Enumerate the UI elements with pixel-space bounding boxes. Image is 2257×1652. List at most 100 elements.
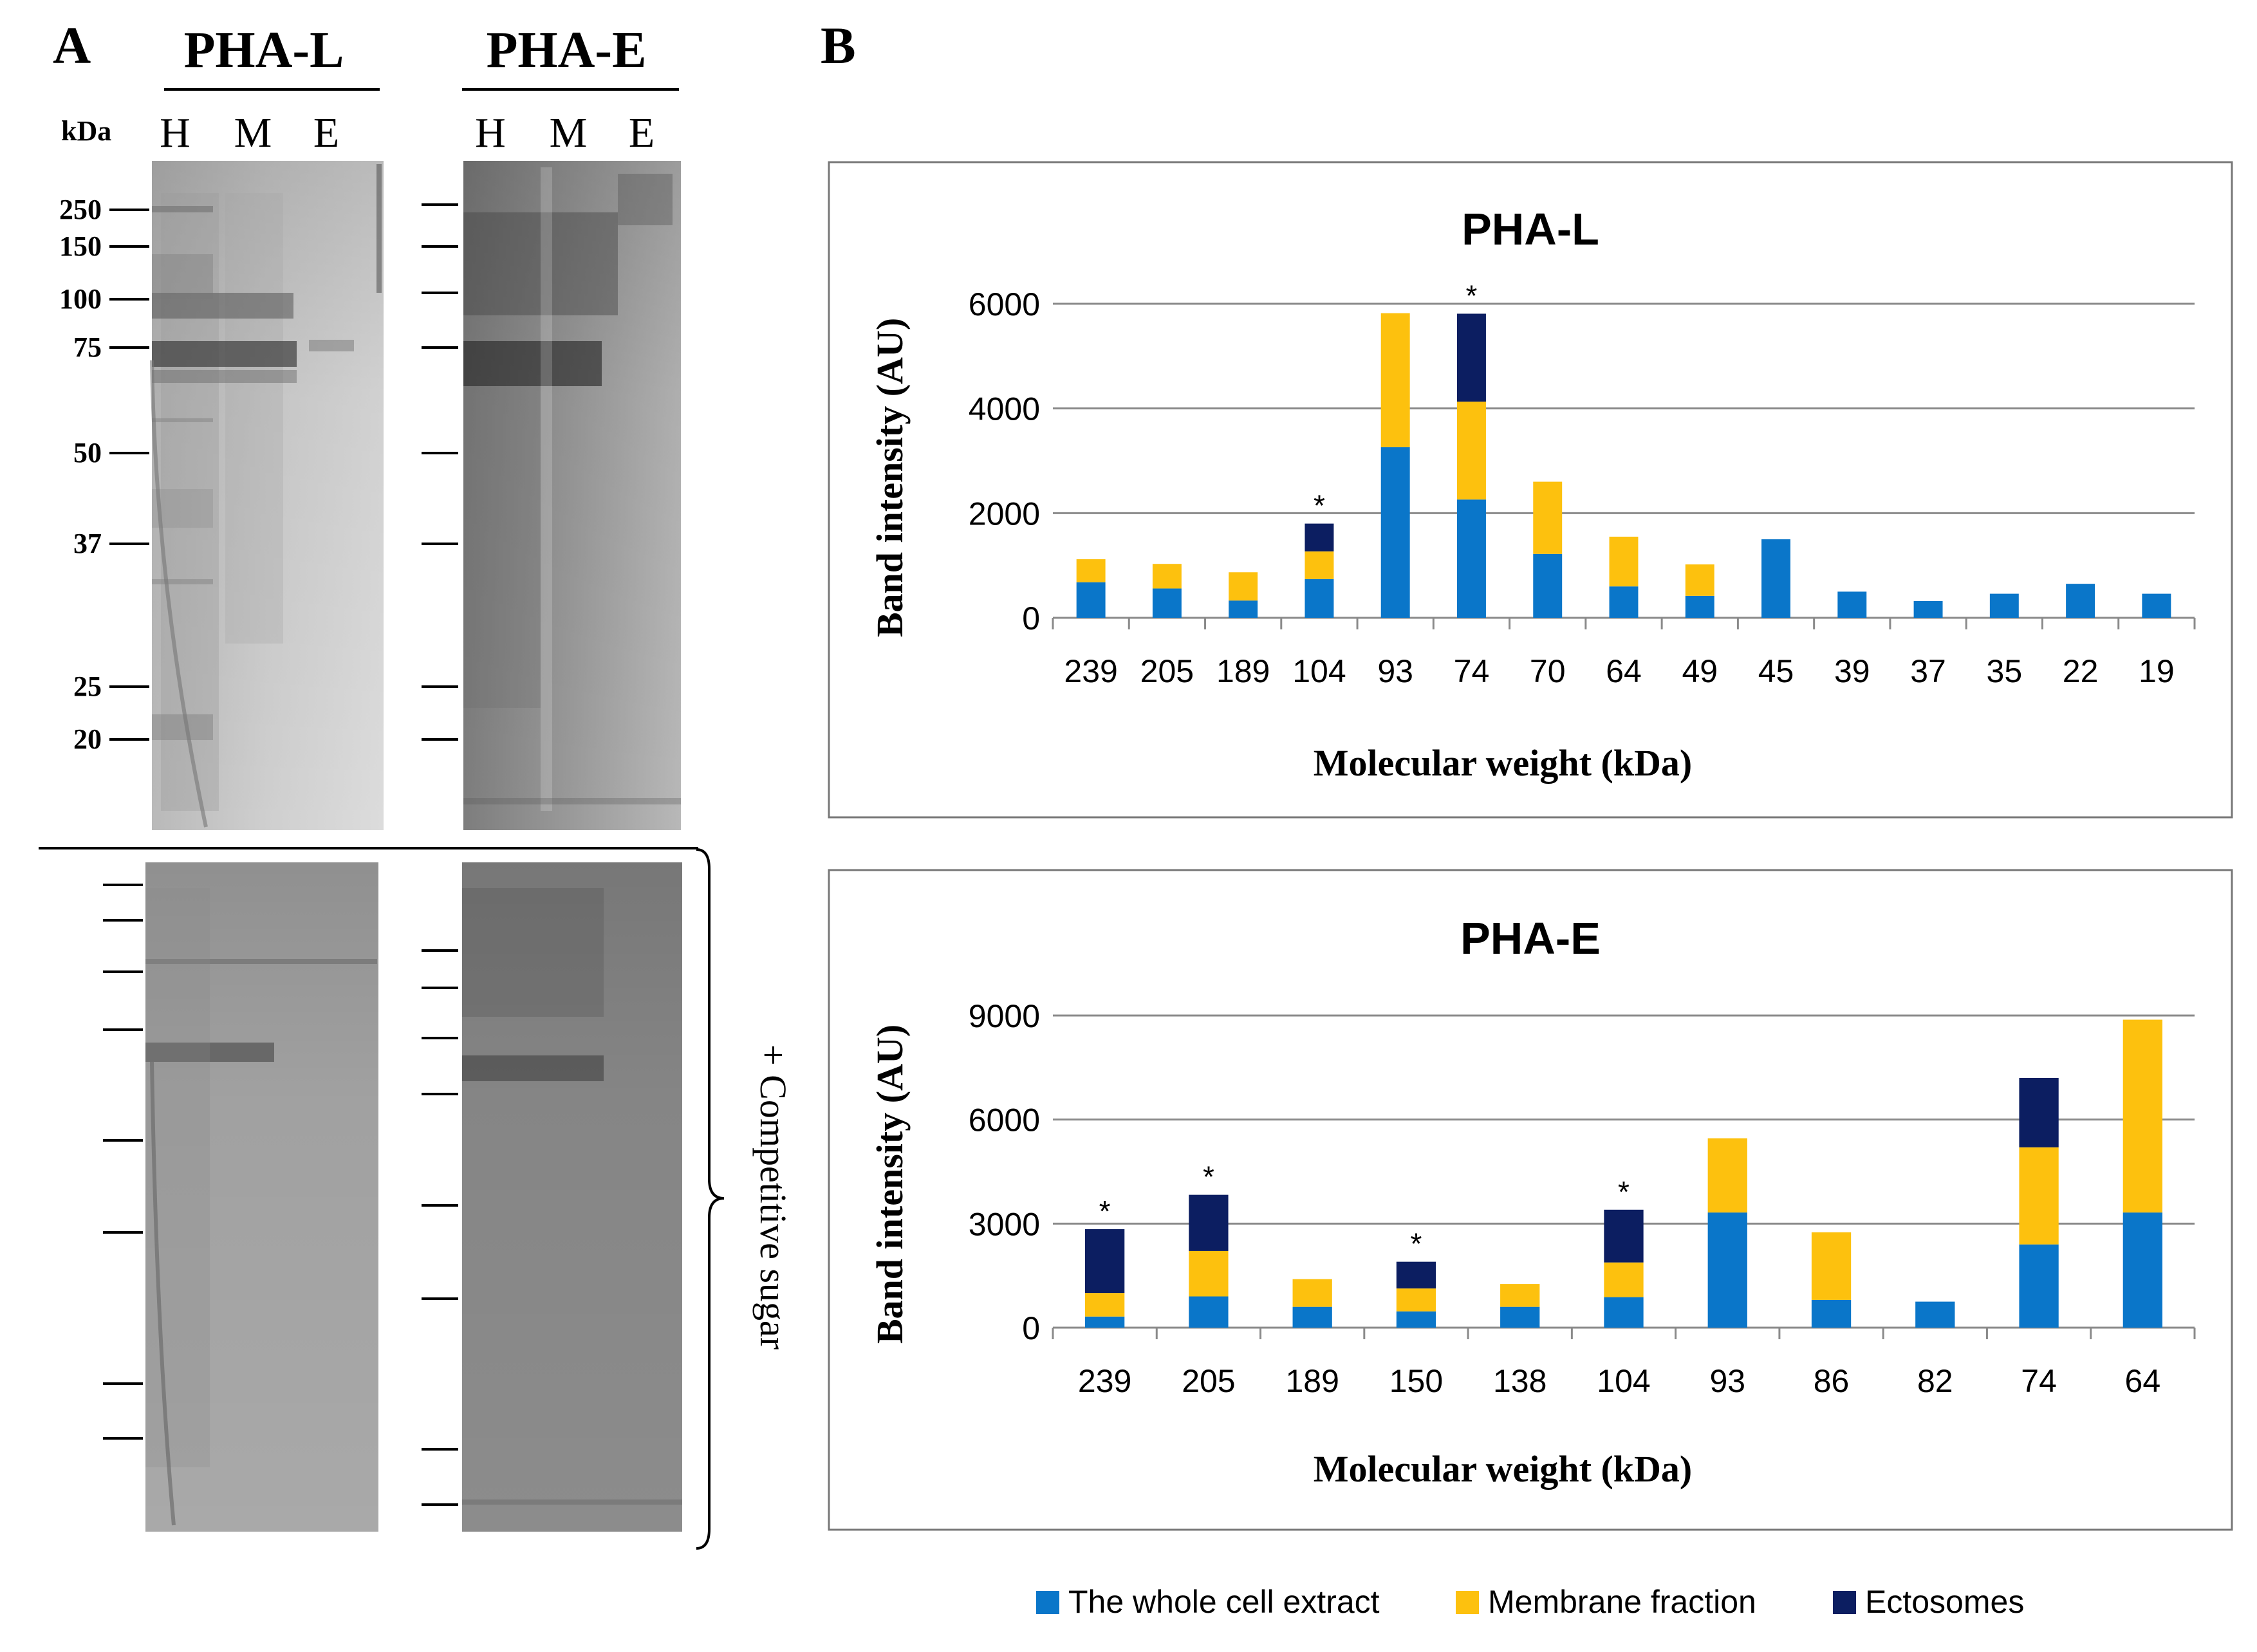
significance-asterisk: * [1099,1194,1111,1228]
bar-pha-e-150-ectosomes [1396,1261,1436,1289]
marker-ticks-top-left [109,209,149,741]
y-tick-label: 4000 [969,391,1040,427]
bar-pha-e-82-whole-cell [1915,1301,1955,1328]
chart-pha-l-plot: 0 2000 4000 6000 239 205 189 104 * 93 74 * 70 64 49 45 3… [969,279,2196,689]
bar-pha-e-150-whole-cell [1396,1311,1436,1328]
x-tick-label: 138 [1493,1363,1546,1399]
bar-pha-e-74-ectosomes [2019,1078,2059,1147]
bar-pha-e-104-ectosomes [1604,1209,1644,1263]
bar-pha-l-74-membrane [1456,402,1486,500]
gel-pha-l-top [150,161,384,830]
competitive-sugar-brace [696,848,725,1550]
marker-ticks-bottom-right [422,949,458,1506]
marker-label-25: 25 [73,671,102,702]
x-tick-label: 104 [1597,1363,1650,1399]
bar-pha-e-74-whole-cell [2019,1244,2059,1328]
competitive-sugar-label: + Competitive sugar [752,1044,794,1350]
significance-asterisk: * [1466,279,1478,312]
bar-pha-l-64-membrane [1609,536,1639,587]
x-tick-label: 189 [1285,1363,1339,1399]
chart-pha-l-frame [828,161,2233,819]
bar-pha-e-239-ectosomes [1084,1229,1125,1294]
bar-pha-e-86-membrane [1811,1232,1852,1300]
y-tick-label: 0 [1022,1310,1040,1346]
lane-label-pha-e-m: M [550,109,588,156]
bar-pha-e-74-membrane [2019,1147,2059,1245]
chart-pha-e-title: PHA-E [1460,913,1601,963]
bar-pha-e-64-whole-cell [2122,1212,2163,1328]
x-tick-label: 37 [1910,653,1946,689]
legend-label-membrane: Membrane fraction [1488,1584,1756,1620]
chart-pha-l-xlabel: Molecular weight (kDa) [1314,742,1693,784]
bar-pha-l-239-whole-cell [1076,582,1106,618]
x-tick-label: 39 [1834,653,1870,689]
bar-pha-e-150-membrane [1396,1288,1436,1312]
bar-pha-e-239-membrane [1084,1293,1125,1317]
bar-pha-l-93-whole-cell [1380,447,1410,618]
bar-pha-l-49-whole-cell [1685,595,1714,618]
bar-pha-l-70-membrane [1533,481,1563,554]
bar-pha-l-49-membrane [1685,564,1714,596]
bar-pha-e-189-whole-cell [1292,1306,1332,1328]
kda-label: kDa [61,115,111,147]
bar-pha-l-39-whole-cell [1837,591,1867,618]
x-tick-label: 64 [2125,1363,2161,1399]
significance-asterisk: * [1618,1175,1630,1209]
bar-pha-e-93-membrane [1707,1138,1747,1213]
x-tick-label: 49 [1682,653,1718,689]
bar-pha-l-189-whole-cell [1229,600,1258,618]
legend-label-ectosomes: Ectosomes [1865,1584,2024,1620]
x-tick-label: 205 [1182,1363,1235,1399]
bar-pha-l-205-whole-cell [1152,588,1182,618]
chart-pha-e-frame [828,869,2233,1531]
bar-pha-e-205-ectosomes [1189,1194,1229,1251]
marker-label-20: 20 [73,723,102,755]
bar-pha-l-70-whole-cell [1533,553,1563,618]
marker-label-250: 250 [59,194,102,225]
legend-swatch-ectosomes [1833,1591,1856,1614]
marker-label-100: 100 [59,283,102,315]
bar-pha-e-86-whole-cell [1811,1299,1852,1328]
y-tick-label: 6000 [969,1102,1040,1138]
chart-pha-l-ylabel: Band intensity (AU) [869,318,911,637]
bar-pha-l-35-whole-cell [1989,593,2019,618]
bar-pha-e-138-membrane [1500,1284,1540,1307]
y-tick-label: 3000 [969,1206,1040,1242]
marker-label-75: 75 [73,331,102,363]
bar-pha-l-74-whole-cell [1456,499,1486,618]
x-tick-label: 82 [1917,1363,1953,1399]
significance-asterisk: * [1203,1160,1214,1194]
x-tick-label: 64 [1606,653,1642,689]
lane-label-pha-e-e: E [629,109,655,156]
chart-pha-e-xlabel: Molecular weight (kDa) [1314,1448,1693,1490]
bar-pha-l-104-whole-cell [1305,579,1334,618]
marker-label-150: 150 [59,230,102,262]
bar-pha-e-205-membrane [1189,1250,1229,1297]
bar-pha-e-93-whole-cell [1707,1212,1747,1328]
significance-asterisk: * [1411,1227,1422,1261]
lane-label-pha-l-h: H [160,109,190,156]
x-tick-label: 74 [1454,653,1490,689]
marker-ticks-bottom-left [103,884,143,1440]
x-tick-label: 93 [1709,1363,1745,1399]
x-tick-label: 93 [1377,653,1413,689]
chart-pha-e-ylabel: Band intensity (AU) [869,1025,911,1344]
bar-pha-e-138-whole-cell [1500,1306,1540,1328]
bar-pha-l-104-ectosomes [1305,523,1334,552]
bar-pha-e-189-membrane [1292,1279,1332,1307]
x-tick-label: 45 [1758,653,1794,689]
x-tick-label: 239 [1078,1363,1131,1399]
x-tick-label: 205 [1140,653,1194,689]
x-tick-label: 150 [1389,1363,1443,1399]
bar-pha-e-104-membrane [1604,1262,1644,1297]
bar-pha-l-45-whole-cell [1761,539,1791,618]
y-tick-label: 0 [1022,600,1040,636]
x-tick-label: 74 [2021,1363,2057,1399]
lane-label-pha-l-e: E [313,109,339,156]
bar-pha-e-239-whole-cell [1084,1316,1125,1328]
x-tick-label: 19 [2139,653,2175,689]
bar-pha-l-19-whole-cell [2142,593,2171,618]
legend: The whole cell extract Membrane fraction… [1036,1584,2024,1620]
x-tick-label: 239 [1064,653,1117,689]
